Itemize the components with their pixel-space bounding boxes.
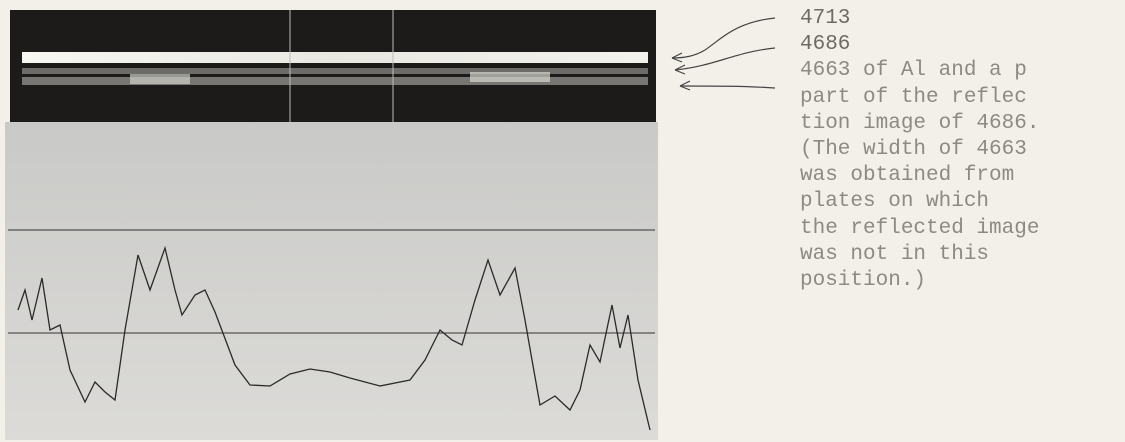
trace-panel — [5, 122, 658, 440]
note-line: 4713 — [800, 6, 1039, 32]
note-line: 4686 — [800, 32, 1039, 58]
note-line: part of the reflec — [800, 85, 1039, 111]
spectrum-photo — [10, 10, 656, 122]
note-line: was obtained from — [800, 163, 1039, 189]
spectrum-line — [130, 74, 190, 84]
arrow — [672, 18, 775, 58]
note-line: plates on which — [800, 189, 1039, 215]
spectrum-line — [22, 77, 648, 85]
spectrum-line — [22, 68, 648, 74]
note-line: 4663 of Al and a p — [800, 58, 1039, 84]
note-line: was not in this — [800, 242, 1039, 268]
note-line: the reflected image — [800, 216, 1039, 242]
spectrum-line — [22, 52, 648, 63]
spectrum-line — [470, 72, 550, 82]
note-line: tion image of 4686. — [800, 111, 1039, 137]
note-line: (The width of 4663 — [800, 137, 1039, 163]
arrow — [680, 86, 775, 88]
arrow — [675, 48, 775, 70]
note-line: position.) — [800, 268, 1039, 294]
page: 471346864663 of Al and a ppart of the re… — [0, 0, 1125, 442]
